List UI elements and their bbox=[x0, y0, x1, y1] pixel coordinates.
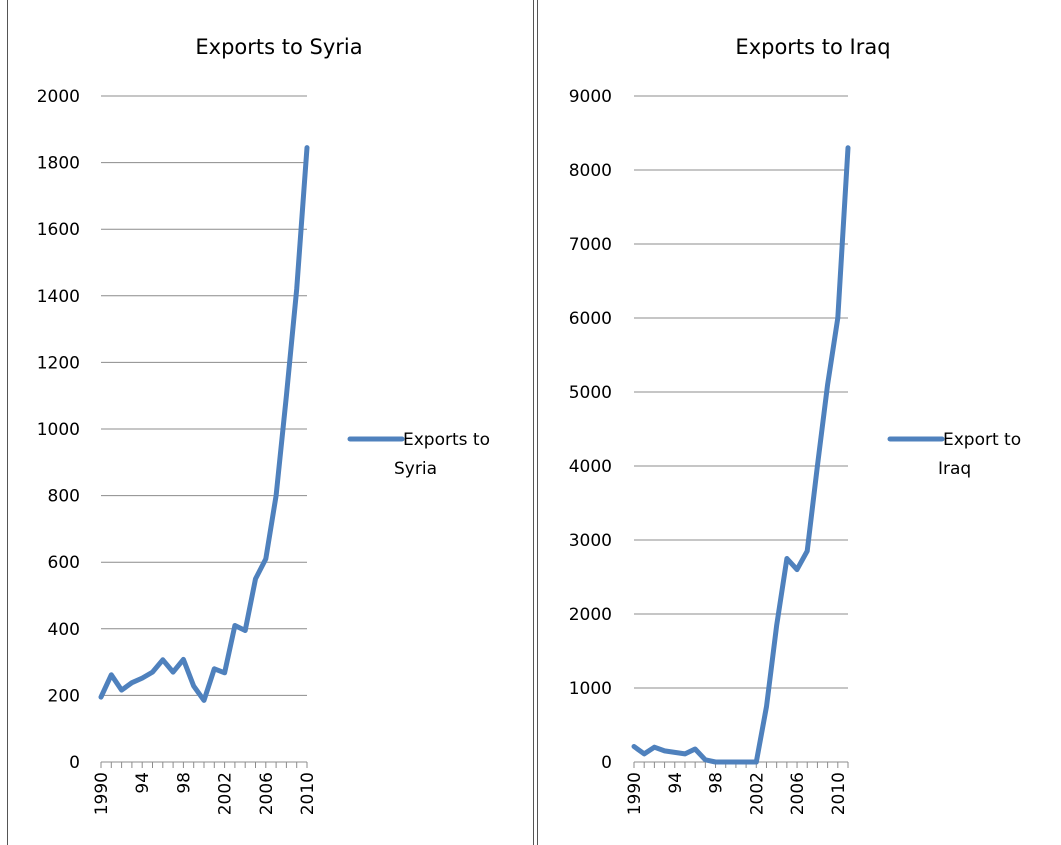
x-tick-label: 2002 bbox=[216, 772, 236, 815]
x-tick-label: 2002 bbox=[747, 772, 767, 815]
y-tick-label: 9000 bbox=[569, 87, 612, 107]
y-tick-label: 1000 bbox=[569, 679, 612, 699]
frame-border-left bbox=[7, 0, 8, 845]
frame-border-divider-2 bbox=[537, 0, 538, 845]
iraq-exports-chart: Exports to Iraq 0 1000 2000 3000 4000 5000 6000… bbox=[569, 35, 1021, 815]
chart-title: Exports to Iraq bbox=[735, 35, 890, 59]
y-tick-label: 1800 bbox=[37, 154, 80, 174]
y-tick-label: 400 bbox=[48, 620, 80, 640]
y-tick-label: 8000 bbox=[569, 161, 612, 181]
y-tick-label: 1400 bbox=[37, 287, 80, 307]
chart-title: Exports to Syria bbox=[195, 35, 362, 59]
frame-border-divider-1 bbox=[533, 0, 534, 845]
x-tick-label: 2006 bbox=[257, 772, 277, 815]
y-tick-label: 800 bbox=[48, 487, 80, 507]
x-tick-label: 2006 bbox=[788, 772, 808, 815]
x-tick-label: 94 bbox=[133, 772, 153, 794]
y-tick-label: 4000 bbox=[569, 457, 612, 477]
series-line bbox=[98, 145, 310, 703]
x-tick-label: 98 bbox=[707, 772, 727, 794]
x-tick-label: 2010 bbox=[298, 772, 318, 815]
y-tick-label: 7000 bbox=[569, 235, 612, 255]
y-tick-label: 2000 bbox=[569, 605, 612, 625]
legend-label: Export to Iraq bbox=[938, 430, 1021, 479]
chart-panel-iraq: Exports to Iraq 0 1000 2000 3000 4000 5000 6000… bbox=[538, 0, 1061, 845]
x-tick-label: 1990 bbox=[92, 772, 112, 815]
legend-label: Exports to Syria bbox=[394, 430, 490, 479]
y-tick-label: 2000 bbox=[37, 87, 80, 107]
y-tick-label: 6000 bbox=[569, 309, 612, 329]
y-tick-label: 3000 bbox=[569, 531, 612, 551]
y-tick-label: 1600 bbox=[37, 220, 80, 240]
x-tick-label: 2010 bbox=[829, 772, 849, 815]
y-tick-label: 5000 bbox=[569, 383, 612, 403]
x-tick-label: 94 bbox=[666, 772, 686, 794]
y-tick-label: 0 bbox=[69, 753, 80, 773]
chart-panel-syria: Exports to Syria 0 200 400 600 800 1000 1200 140… bbox=[36, 35, 490, 816]
y-tick-label: 0 bbox=[601, 753, 612, 773]
y-tick-label: 200 bbox=[48, 686, 80, 706]
syria-exports-chart: Exports to Syria 0 200 400 600 800 1000 1200 140… bbox=[37, 35, 490, 815]
y-tick-label: 1200 bbox=[37, 353, 80, 373]
y-tick-label: 600 bbox=[48, 553, 80, 573]
x-tick-label: 1990 bbox=[625, 772, 645, 815]
y-tick-label: 1000 bbox=[37, 420, 80, 440]
x-tick-label: 98 bbox=[174, 772, 194, 794]
series-line bbox=[631, 145, 851, 765]
